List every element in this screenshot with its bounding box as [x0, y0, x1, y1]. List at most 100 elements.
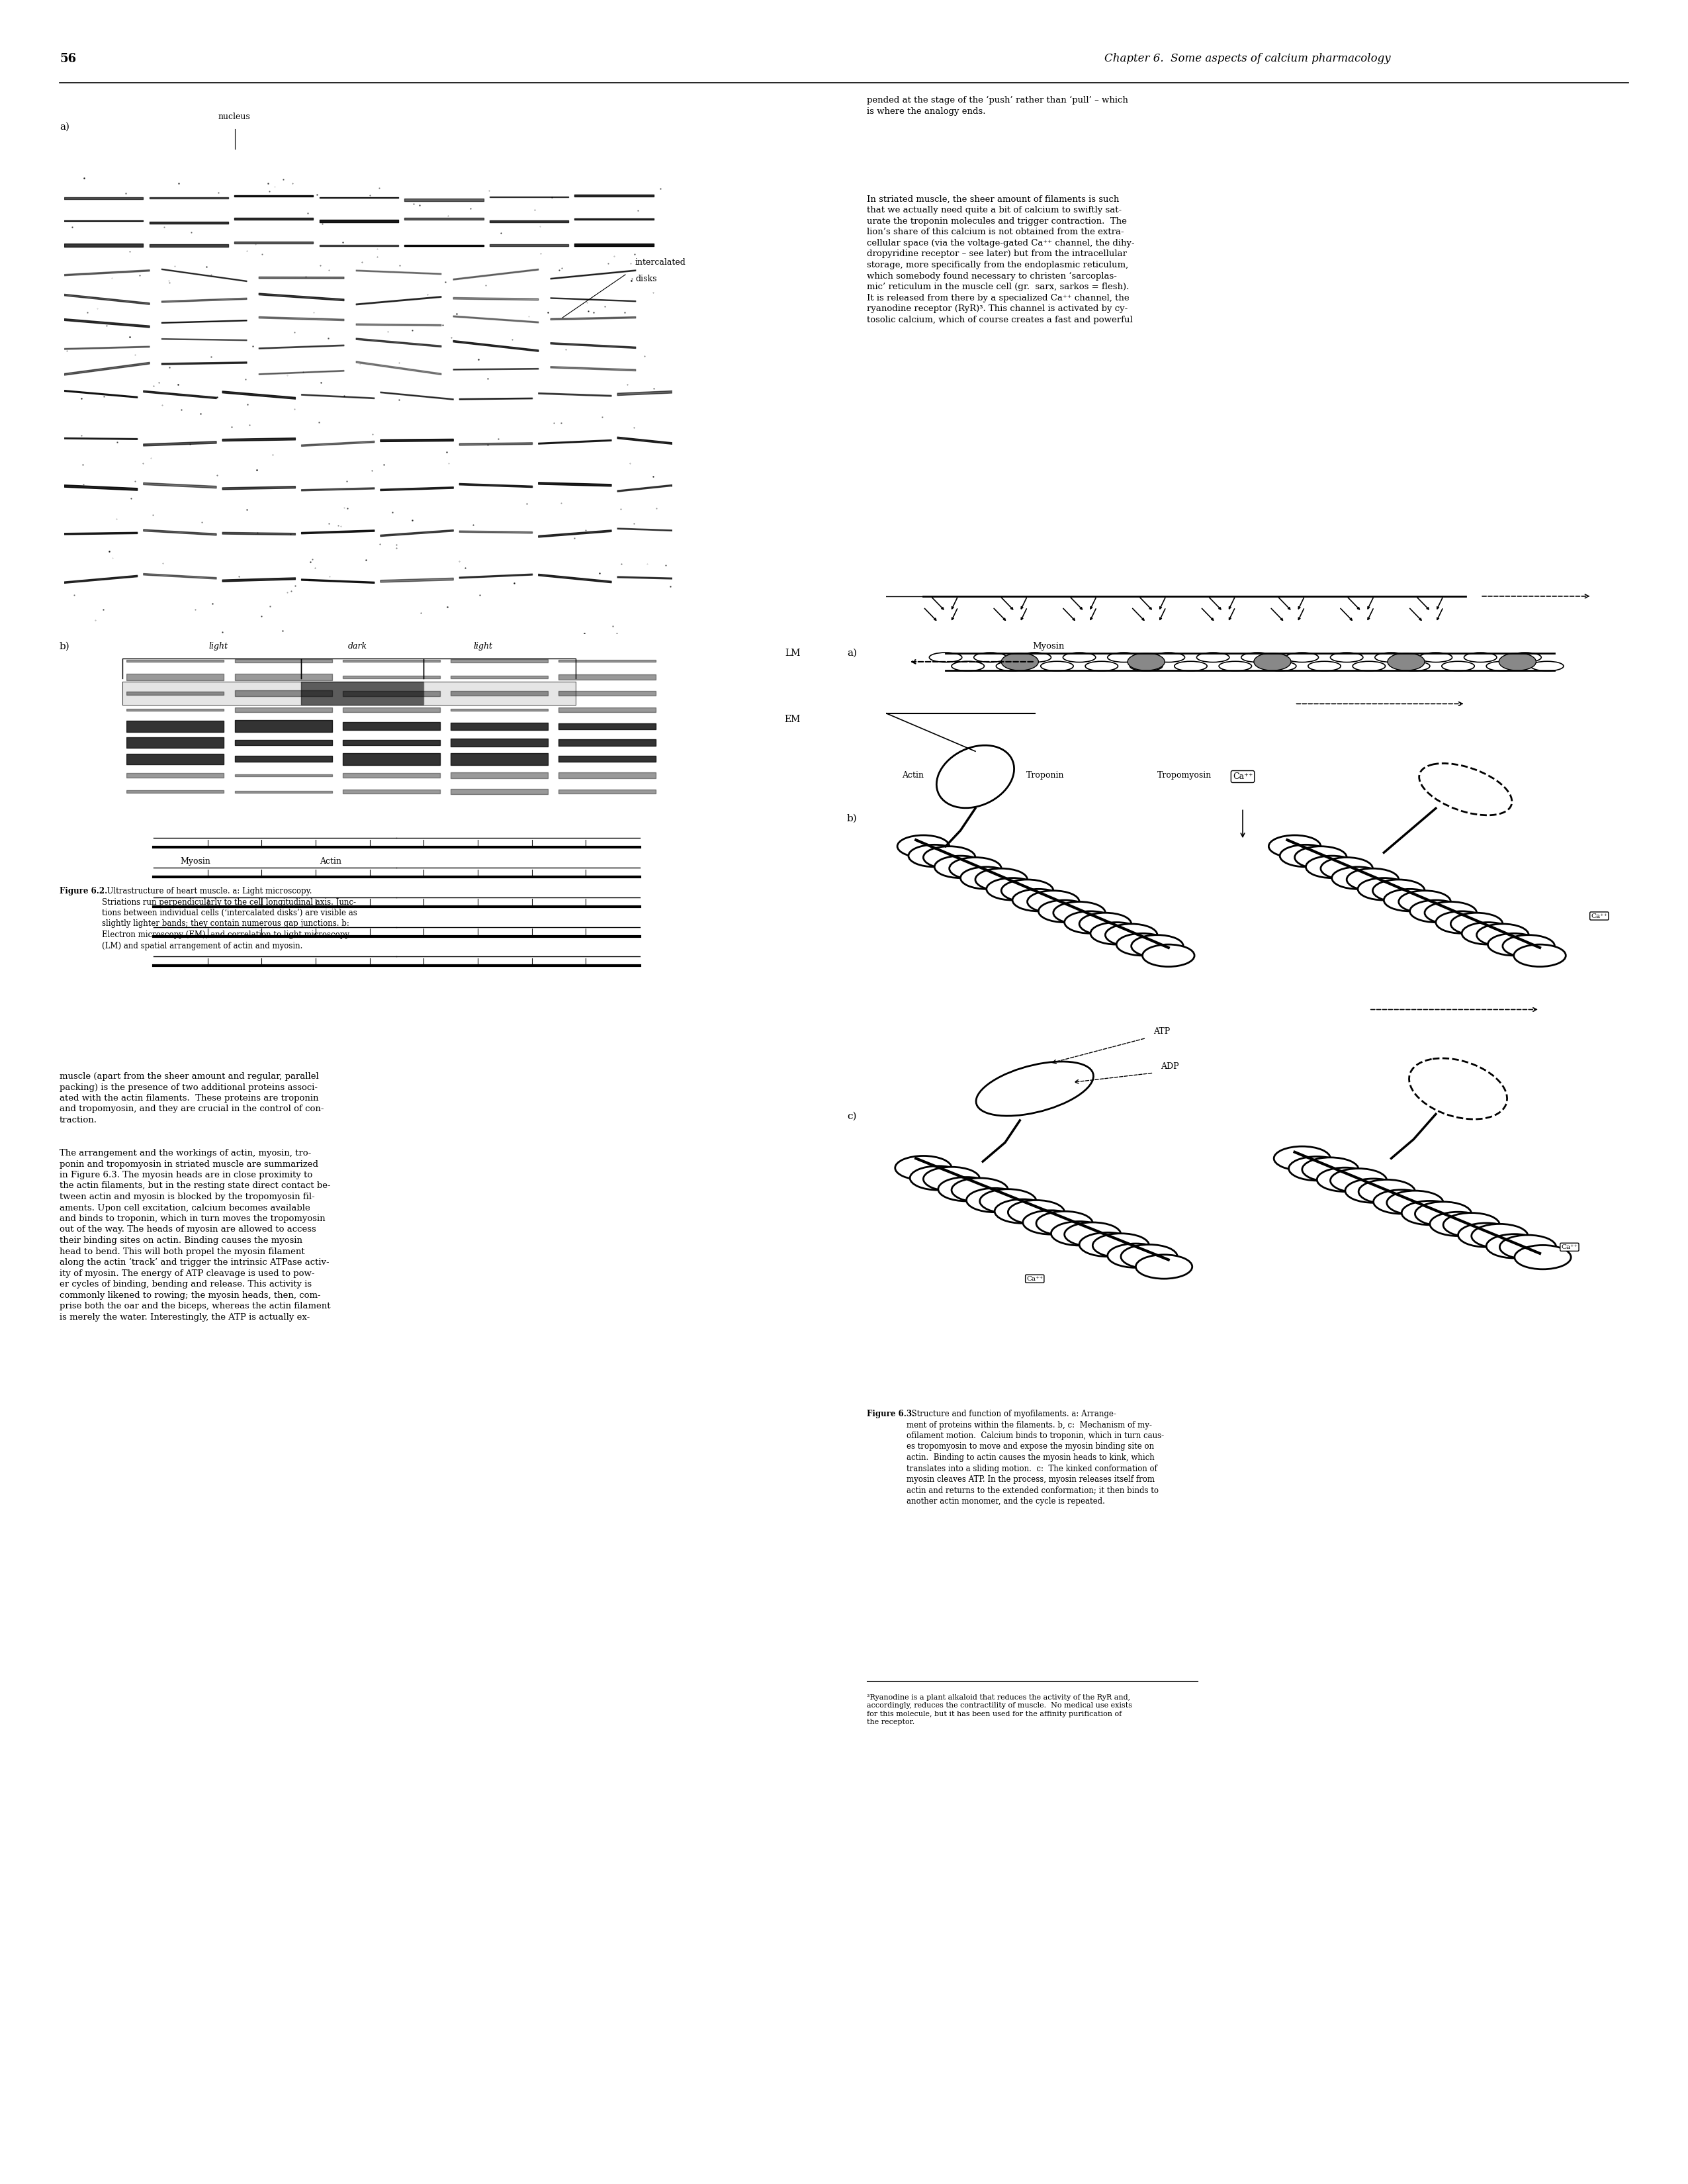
Circle shape — [1330, 1168, 1388, 1192]
Ellipse shape — [1499, 653, 1536, 670]
Text: a): a) — [59, 122, 69, 131]
Text: Ca⁺⁺: Ca⁺⁺ — [1026, 1275, 1043, 1282]
Ellipse shape — [976, 1061, 1094, 1116]
Circle shape — [1420, 653, 1452, 662]
Circle shape — [960, 867, 1013, 889]
Circle shape — [1241, 653, 1274, 662]
Circle shape — [1143, 943, 1195, 968]
Text: 56: 56 — [59, 52, 76, 66]
Circle shape — [1487, 662, 1519, 670]
Circle shape — [1286, 653, 1318, 662]
Circle shape — [1308, 662, 1340, 670]
Text: disks: disks — [635, 275, 657, 284]
Circle shape — [939, 1177, 994, 1201]
Circle shape — [1153, 653, 1185, 662]
Circle shape — [1175, 662, 1207, 670]
Ellipse shape — [1001, 653, 1038, 670]
Circle shape — [1320, 858, 1372, 880]
Circle shape — [910, 1166, 967, 1190]
Text: ATP: ATP — [1153, 1026, 1170, 1035]
Circle shape — [1001, 880, 1053, 902]
Circle shape — [923, 845, 976, 869]
Circle shape — [996, 662, 1028, 670]
Text: c): c) — [847, 1112, 856, 1120]
Text: In striated muscle, the sheer amount of filaments is such
that we actually need : In striated muscle, the sheer amount of … — [868, 194, 1134, 323]
Circle shape — [1092, 1234, 1150, 1258]
Ellipse shape — [1254, 653, 1291, 670]
Circle shape — [1430, 1212, 1487, 1236]
Circle shape — [923, 1166, 979, 1190]
Circle shape — [898, 834, 949, 858]
Circle shape — [1085, 662, 1117, 670]
Text: b): b) — [847, 815, 858, 823]
Circle shape — [1384, 889, 1436, 911]
Circle shape — [1018, 653, 1052, 662]
Circle shape — [1264, 662, 1296, 670]
Circle shape — [1116, 933, 1168, 957]
Circle shape — [952, 662, 984, 670]
Circle shape — [1463, 653, 1497, 662]
Circle shape — [1357, 878, 1409, 900]
Circle shape — [1458, 1223, 1514, 1247]
Circle shape — [974, 653, 1006, 662]
Circle shape — [1388, 1190, 1443, 1214]
Circle shape — [1121, 1245, 1177, 1269]
Circle shape — [1317, 1168, 1374, 1192]
Text: muscle (apart from the sheer amount and regular, parallel
packing) is the presen: muscle (apart from the sheer amount and … — [59, 1072, 324, 1125]
Ellipse shape — [1388, 653, 1425, 670]
Circle shape — [1136, 1254, 1192, 1280]
Circle shape — [1038, 900, 1090, 922]
Ellipse shape — [937, 745, 1014, 808]
Circle shape — [1131, 935, 1183, 957]
Circle shape — [1487, 1234, 1543, 1258]
Circle shape — [1450, 913, 1502, 935]
Circle shape — [1106, 924, 1158, 946]
Text: Ca⁺⁺: Ca⁺⁺ — [1232, 773, 1252, 782]
Circle shape — [1107, 1243, 1165, 1267]
Circle shape — [908, 845, 960, 867]
Circle shape — [1090, 922, 1143, 943]
Circle shape — [1041, 662, 1074, 670]
Circle shape — [1514, 943, 1566, 968]
Circle shape — [979, 1188, 1036, 1212]
Circle shape — [1502, 935, 1555, 957]
Text: The arrangement and the workings of actin, myosin, tro-
ponin and tropomyosin in: The arrangement and the workings of acti… — [59, 1149, 331, 1321]
Text: Structure and function of myofilaments. a: Arrange-
ment of proteins within the : Structure and function of myofilaments. … — [906, 1409, 1165, 1505]
Circle shape — [1374, 1190, 1430, 1214]
Text: ³Ryanodine is a plant alkaloid that reduces the activity of the RyR and,
accordi: ³Ryanodine is a plant alkaloid that redu… — [868, 1695, 1133, 1725]
Text: Chapter 6.  Some aspects of calcium pharmacology: Chapter 6. Some aspects of calcium pharm… — [1104, 52, 1391, 63]
Circle shape — [1307, 856, 1357, 878]
Circle shape — [1352, 662, 1386, 670]
Text: Tropomyosin: Tropomyosin — [1158, 771, 1212, 780]
Circle shape — [1065, 1223, 1121, 1247]
Circle shape — [1398, 662, 1430, 670]
Circle shape — [986, 878, 1038, 900]
Circle shape — [1531, 662, 1563, 670]
Text: pended at the stage of the ‘push’ rather than ‘pull’ – which
is where the analog: pended at the stage of the ‘push’ rather… — [868, 96, 1128, 116]
Circle shape — [1274, 1147, 1330, 1171]
Text: Ca⁺⁺: Ca⁺⁺ — [1590, 913, 1607, 919]
Text: nucleus: nucleus — [218, 114, 250, 120]
Text: Actin: Actin — [321, 856, 341, 865]
Circle shape — [1288, 1158, 1345, 1182]
Circle shape — [1036, 1212, 1092, 1236]
Ellipse shape — [1128, 653, 1165, 670]
Circle shape — [1499, 1234, 1556, 1260]
Circle shape — [1436, 911, 1487, 933]
Text: Troponin: Troponin — [1026, 771, 1065, 780]
Circle shape — [1442, 662, 1474, 670]
Circle shape — [1477, 924, 1529, 946]
Circle shape — [935, 856, 986, 878]
Text: intercalated: intercalated — [635, 258, 685, 266]
Circle shape — [1399, 891, 1450, 913]
Text: Myosin: Myosin — [181, 856, 211, 865]
Circle shape — [1376, 653, 1408, 662]
Circle shape — [952, 1177, 1008, 1201]
Circle shape — [994, 1199, 1052, 1223]
Circle shape — [1462, 922, 1514, 943]
Text: EM: EM — [785, 714, 800, 725]
Circle shape — [1301, 1158, 1359, 1182]
Ellipse shape — [1420, 764, 1512, 815]
Circle shape — [1280, 845, 1332, 867]
Text: dark: dark — [348, 642, 366, 651]
